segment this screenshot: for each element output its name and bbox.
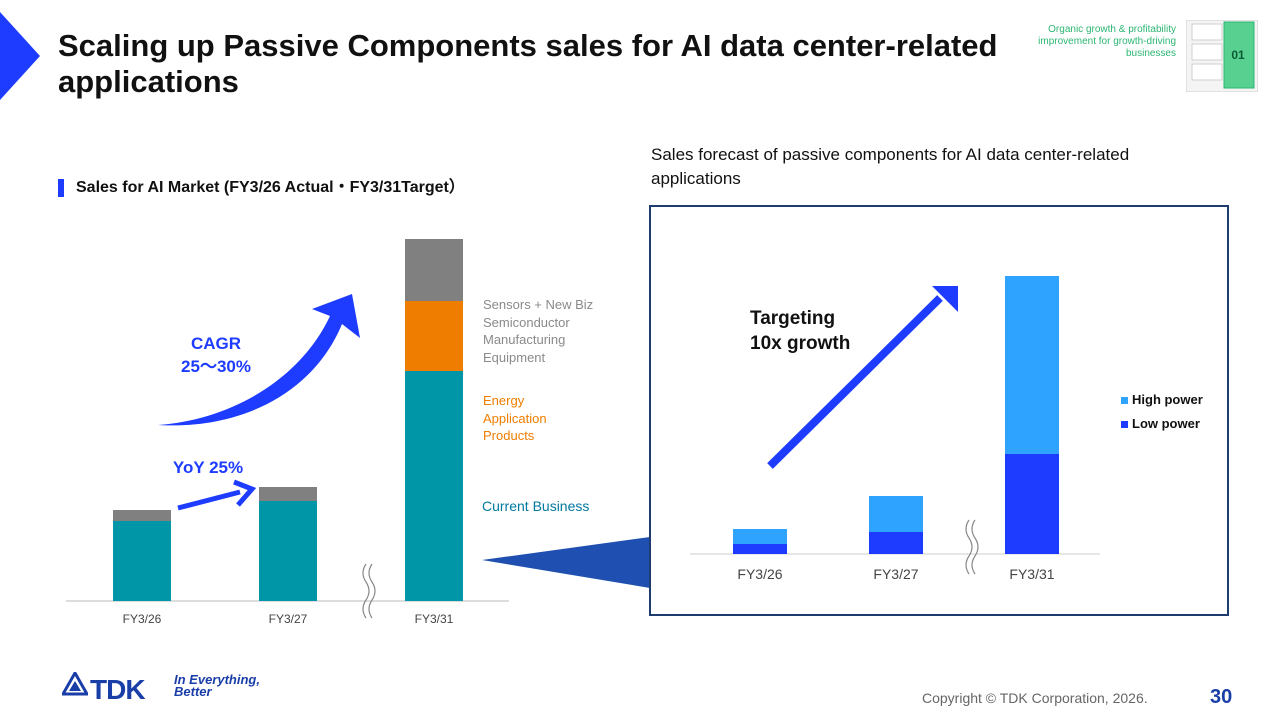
bar-fy326-current <box>113 521 171 601</box>
brand-tagline: In Everything, Better <box>174 672 260 699</box>
bar-fy327-low <box>869 532 923 554</box>
cagr-value: 25～30% <box>181 357 251 376</box>
left-chart-heading: Sales for AI Market (FY3/26 Actual・FY3/3… <box>58 179 465 197</box>
bar-fy327-current <box>259 501 317 601</box>
segment-label-current: Current Business <box>482 498 590 514</box>
copyright: Copyright © TDK Corporation, 2026. <box>922 690 1148 706</box>
growth-annotation-line1: Targeting <box>750 308 835 329</box>
legend-high-power: High power <box>1121 392 1203 407</box>
bar-fy326-sensors <box>113 510 171 521</box>
right-chart-heading: Sales forecast of passive components for… <box>651 145 1130 188</box>
bar-fy331-high <box>1005 276 1059 454</box>
legend-swatch-high <box>1121 397 1128 405</box>
growth-arrow-icon <box>767 295 943 469</box>
left-tick-fy26: FY3/26 <box>122 612 162 626</box>
left-tick-fy27: FY3/27 <box>268 612 308 626</box>
yoy-label: YoY 25% <box>173 458 243 477</box>
segment-label-energy: Energy Application Products <box>483 393 547 443</box>
bar-fy327-high <box>869 496 923 532</box>
legend-low-power: Low power <box>1121 416 1200 431</box>
legend-swatch-low <box>1121 421 1128 429</box>
section-tag: Organic growth & profitability improveme… <box>1038 24 1176 59</box>
bar-fy327-sensors <box>259 487 317 501</box>
growth-annotation-line2: 10x growth <box>750 333 850 354</box>
page-title: Scaling up Passive Components sales for … <box>58 28 998 99</box>
callout-wedge <box>482 537 650 588</box>
forecast-chart-box <box>649 205 1229 616</box>
bar-fy326-low <box>733 544 787 554</box>
right-tick-fy31: FY3/31 <box>1009 566 1055 582</box>
right-tick-fy26: FY3/26 <box>737 566 783 582</box>
bar-fy331-energy <box>405 301 463 371</box>
page-number: 30 <box>1210 686 1233 708</box>
tdk-logo-icon <box>62 672 88 696</box>
cagr-label: CAGR <box>191 334 241 353</box>
segment-label-sensors: Sensors + New Biz Semiconductor Manufact… <box>483 297 594 365</box>
bar-fy331-current <box>405 371 463 601</box>
right-tick-fy27: FY3/27 <box>873 566 919 582</box>
yoy-arrow-icon <box>177 489 241 511</box>
cagr-arrow-icon <box>158 294 360 426</box>
section-index-icon <box>1186 20 1258 92</box>
corner-triangle-icon <box>0 12 40 100</box>
tdk-logo-text: TDK <box>90 674 146 705</box>
bar-fy331-low <box>1005 454 1059 554</box>
bar-fy331-sensors <box>405 239 463 301</box>
axis-break-icon <box>362 563 370 619</box>
left-tick-fy31: FY3/31 <box>414 612 454 626</box>
section-number: 01 <box>1231 48 1245 62</box>
axis-break-icon-right <box>965 519 973 575</box>
bar-fy326-high <box>733 529 787 544</box>
